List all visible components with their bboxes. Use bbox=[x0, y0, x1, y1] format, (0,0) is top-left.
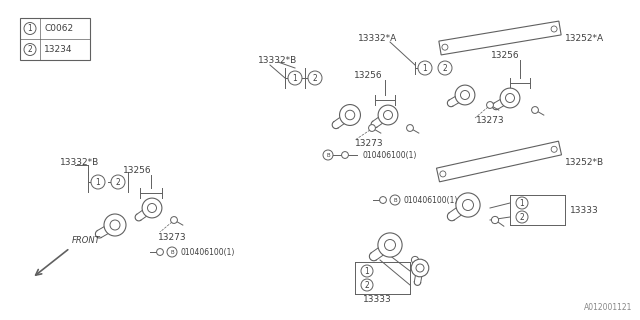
Text: FRONT: FRONT bbox=[72, 236, 100, 245]
Text: 13273: 13273 bbox=[158, 233, 187, 242]
Circle shape bbox=[486, 102, 493, 108]
Circle shape bbox=[383, 110, 392, 119]
Text: 2: 2 bbox=[28, 45, 33, 54]
Text: 1: 1 bbox=[422, 63, 428, 73]
Circle shape bbox=[492, 216, 499, 224]
Text: 1: 1 bbox=[28, 24, 33, 33]
Text: 13256: 13256 bbox=[354, 70, 382, 79]
Circle shape bbox=[378, 105, 398, 125]
Circle shape bbox=[440, 171, 446, 177]
Text: 13256: 13256 bbox=[491, 51, 519, 60]
Text: B: B bbox=[326, 153, 330, 157]
Text: 13332*A: 13332*A bbox=[358, 34, 397, 43]
Text: 1: 1 bbox=[365, 267, 369, 276]
Polygon shape bbox=[436, 141, 561, 182]
Text: B: B bbox=[393, 197, 397, 203]
Circle shape bbox=[461, 91, 470, 100]
Circle shape bbox=[369, 124, 376, 132]
Circle shape bbox=[506, 93, 515, 102]
Circle shape bbox=[340, 105, 360, 125]
Circle shape bbox=[157, 249, 163, 255]
Text: 010406100(1): 010406100(1) bbox=[180, 247, 234, 257]
Circle shape bbox=[288, 71, 302, 85]
Circle shape bbox=[412, 259, 429, 277]
Circle shape bbox=[24, 22, 36, 35]
Text: B: B bbox=[170, 250, 174, 254]
Circle shape bbox=[342, 152, 348, 158]
Circle shape bbox=[390, 195, 400, 205]
Circle shape bbox=[167, 247, 177, 257]
Text: 13332*B: 13332*B bbox=[259, 55, 298, 65]
Text: 2: 2 bbox=[443, 63, 447, 73]
Text: 13273: 13273 bbox=[355, 139, 383, 148]
Circle shape bbox=[147, 204, 157, 212]
Circle shape bbox=[380, 196, 387, 204]
Text: 13234: 13234 bbox=[44, 45, 72, 54]
Text: 2: 2 bbox=[312, 74, 317, 83]
Circle shape bbox=[378, 233, 402, 257]
Circle shape bbox=[91, 175, 105, 189]
Text: 13273: 13273 bbox=[476, 116, 504, 124]
Circle shape bbox=[551, 146, 557, 152]
Text: 1: 1 bbox=[95, 178, 100, 187]
Circle shape bbox=[323, 150, 333, 160]
Circle shape bbox=[110, 220, 120, 230]
Circle shape bbox=[456, 193, 480, 217]
Circle shape bbox=[455, 85, 475, 105]
Circle shape bbox=[361, 279, 373, 291]
Polygon shape bbox=[439, 21, 561, 55]
Text: 13256: 13256 bbox=[123, 165, 151, 174]
Circle shape bbox=[104, 214, 126, 236]
Circle shape bbox=[551, 26, 557, 32]
Text: 010406100(1): 010406100(1) bbox=[362, 150, 417, 159]
Text: A012001121: A012001121 bbox=[584, 303, 632, 312]
Circle shape bbox=[516, 197, 528, 209]
Text: 13333: 13333 bbox=[363, 295, 392, 305]
Circle shape bbox=[345, 110, 355, 120]
Circle shape bbox=[418, 61, 432, 75]
Text: 010406100(1): 010406100(1) bbox=[403, 196, 458, 204]
Circle shape bbox=[532, 107, 538, 113]
Circle shape bbox=[442, 44, 448, 50]
Circle shape bbox=[171, 217, 177, 223]
Text: 2: 2 bbox=[116, 178, 120, 187]
Circle shape bbox=[463, 199, 474, 211]
Text: 13333: 13333 bbox=[570, 205, 599, 214]
Text: 13252*A: 13252*A bbox=[565, 34, 604, 43]
Bar bbox=[20, 18, 90, 60]
Circle shape bbox=[516, 211, 528, 223]
Text: 2: 2 bbox=[365, 281, 369, 290]
Circle shape bbox=[385, 239, 396, 251]
Circle shape bbox=[406, 124, 413, 132]
Text: 1: 1 bbox=[292, 74, 298, 83]
Circle shape bbox=[412, 256, 419, 264]
Text: C0062: C0062 bbox=[44, 24, 73, 33]
Circle shape bbox=[500, 88, 520, 108]
Circle shape bbox=[142, 198, 162, 218]
Text: 13332*B: 13332*B bbox=[60, 157, 99, 166]
Circle shape bbox=[111, 175, 125, 189]
Circle shape bbox=[416, 264, 424, 272]
Circle shape bbox=[361, 265, 373, 277]
Circle shape bbox=[24, 44, 36, 55]
Text: 13252*B: 13252*B bbox=[565, 157, 604, 166]
Text: 2: 2 bbox=[520, 212, 524, 221]
Text: 1: 1 bbox=[520, 198, 524, 207]
Circle shape bbox=[438, 61, 452, 75]
Circle shape bbox=[308, 71, 322, 85]
